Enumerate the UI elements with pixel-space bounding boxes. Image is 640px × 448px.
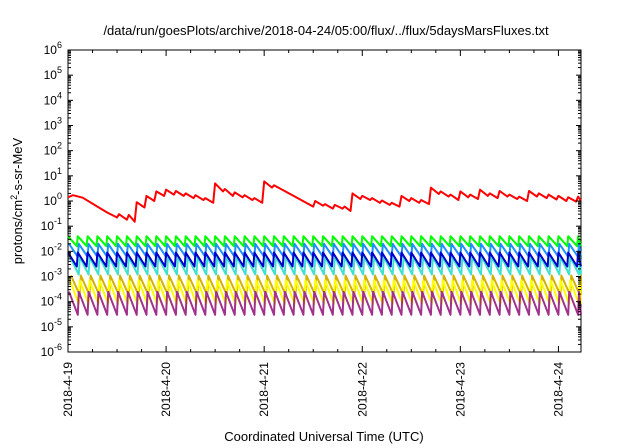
y-tick-label: 10-2 bbox=[41, 241, 62, 258]
y-tick-exponent: 4 bbox=[57, 90, 62, 100]
x-tick-label: 2018-4-24 bbox=[551, 362, 565, 417]
y-tick-label: 103 bbox=[44, 116, 62, 133]
y-tick-base: 10 bbox=[44, 119, 58, 133]
series-layer bbox=[67, 180, 582, 316]
y-tick-exponent: -1 bbox=[54, 216, 62, 226]
y-tick-exponent: -2 bbox=[54, 241, 62, 251]
y-tick-exponent: 1 bbox=[57, 166, 62, 176]
y-tick-exponent: 6 bbox=[57, 40, 62, 50]
series-line bbox=[68, 242, 582, 258]
y-tick-base: 10 bbox=[41, 219, 55, 233]
y-tick-exponent: 0 bbox=[57, 191, 62, 201]
x-axis: 2018-4-19 2018-4-20 2018-4-21 2018-4-22 2018… bbox=[61, 50, 565, 417]
y-tick-exponent: 5 bbox=[57, 65, 62, 75]
series-line bbox=[67, 251, 582, 268]
y-tick-label: 10-3 bbox=[41, 267, 62, 284]
x-tick-label: 2018-4-21 bbox=[257, 362, 271, 417]
y-axis: 10-610-510-410-310-210-11001011021031041… bbox=[41, 40, 581, 359]
chart-title: /data/run/goesPlots/archive/2018-04-24/0… bbox=[103, 23, 549, 38]
y-tick-base: 10 bbox=[44, 93, 58, 107]
y-tick-label: 105 bbox=[44, 65, 62, 82]
y-tick-label: 10-1 bbox=[41, 216, 62, 233]
plot-area: 10-610-510-410-310-210-11001011021031041… bbox=[41, 40, 582, 417]
x-tick-label: 2018-4-22 bbox=[355, 362, 369, 417]
y-tick-exponent: -5 bbox=[54, 317, 62, 327]
y-tick-label: 10-6 bbox=[41, 342, 62, 359]
y-tick-label: 102 bbox=[44, 141, 62, 158]
y-tick-label: 106 bbox=[44, 40, 62, 57]
y-axis-label: protons/cm2-s-sr-MeV bbox=[9, 137, 25, 264]
y-tick-base: 10 bbox=[44, 68, 58, 82]
y-tick-base: 10 bbox=[44, 194, 58, 208]
y-tick-base: 10 bbox=[44, 169, 58, 183]
series-line bbox=[68, 290, 582, 316]
y-tick-base: 10 bbox=[41, 270, 55, 284]
y-tick-label: 101 bbox=[44, 166, 62, 183]
y-tick-base: 10 bbox=[41, 345, 55, 359]
y-axis-label-sup: 2 bbox=[9, 195, 19, 200]
y-tick-base: 10 bbox=[41, 244, 55, 258]
y-tick-label: 100 bbox=[44, 191, 62, 208]
y-axis-label-rest: -s-sr-MeV bbox=[10, 137, 25, 194]
series-line bbox=[67, 235, 582, 248]
x-tick-label: 2018-4-20 bbox=[159, 362, 173, 417]
y-tick-base: 10 bbox=[44, 43, 58, 57]
y-tick-label: 10-4 bbox=[41, 292, 62, 309]
series-line bbox=[69, 255, 582, 276]
y-tick-base: 10 bbox=[41, 320, 55, 334]
y-axis-label-main: protons/cm bbox=[10, 200, 25, 264]
y-tick-label: 104 bbox=[44, 90, 62, 107]
y-tick-exponent: -6 bbox=[54, 342, 62, 352]
y-tick-exponent: -3 bbox=[54, 267, 62, 277]
x-axis-label: Coordinated Universal Time (UTC) bbox=[224, 429, 423, 444]
x-tick-label: 2018-4-23 bbox=[453, 362, 467, 417]
y-tick-base: 10 bbox=[41, 295, 55, 309]
y-tick-base: 10 bbox=[44, 144, 58, 158]
x-tick-label: 2018-4-19 bbox=[61, 362, 75, 417]
y-tick-label: 10-5 bbox=[41, 317, 62, 334]
y-tick-exponent: -4 bbox=[54, 292, 62, 302]
series-line bbox=[67, 180, 582, 223]
y-tick-exponent: 3 bbox=[57, 116, 62, 126]
y-tick-exponent: 2 bbox=[57, 141, 62, 151]
